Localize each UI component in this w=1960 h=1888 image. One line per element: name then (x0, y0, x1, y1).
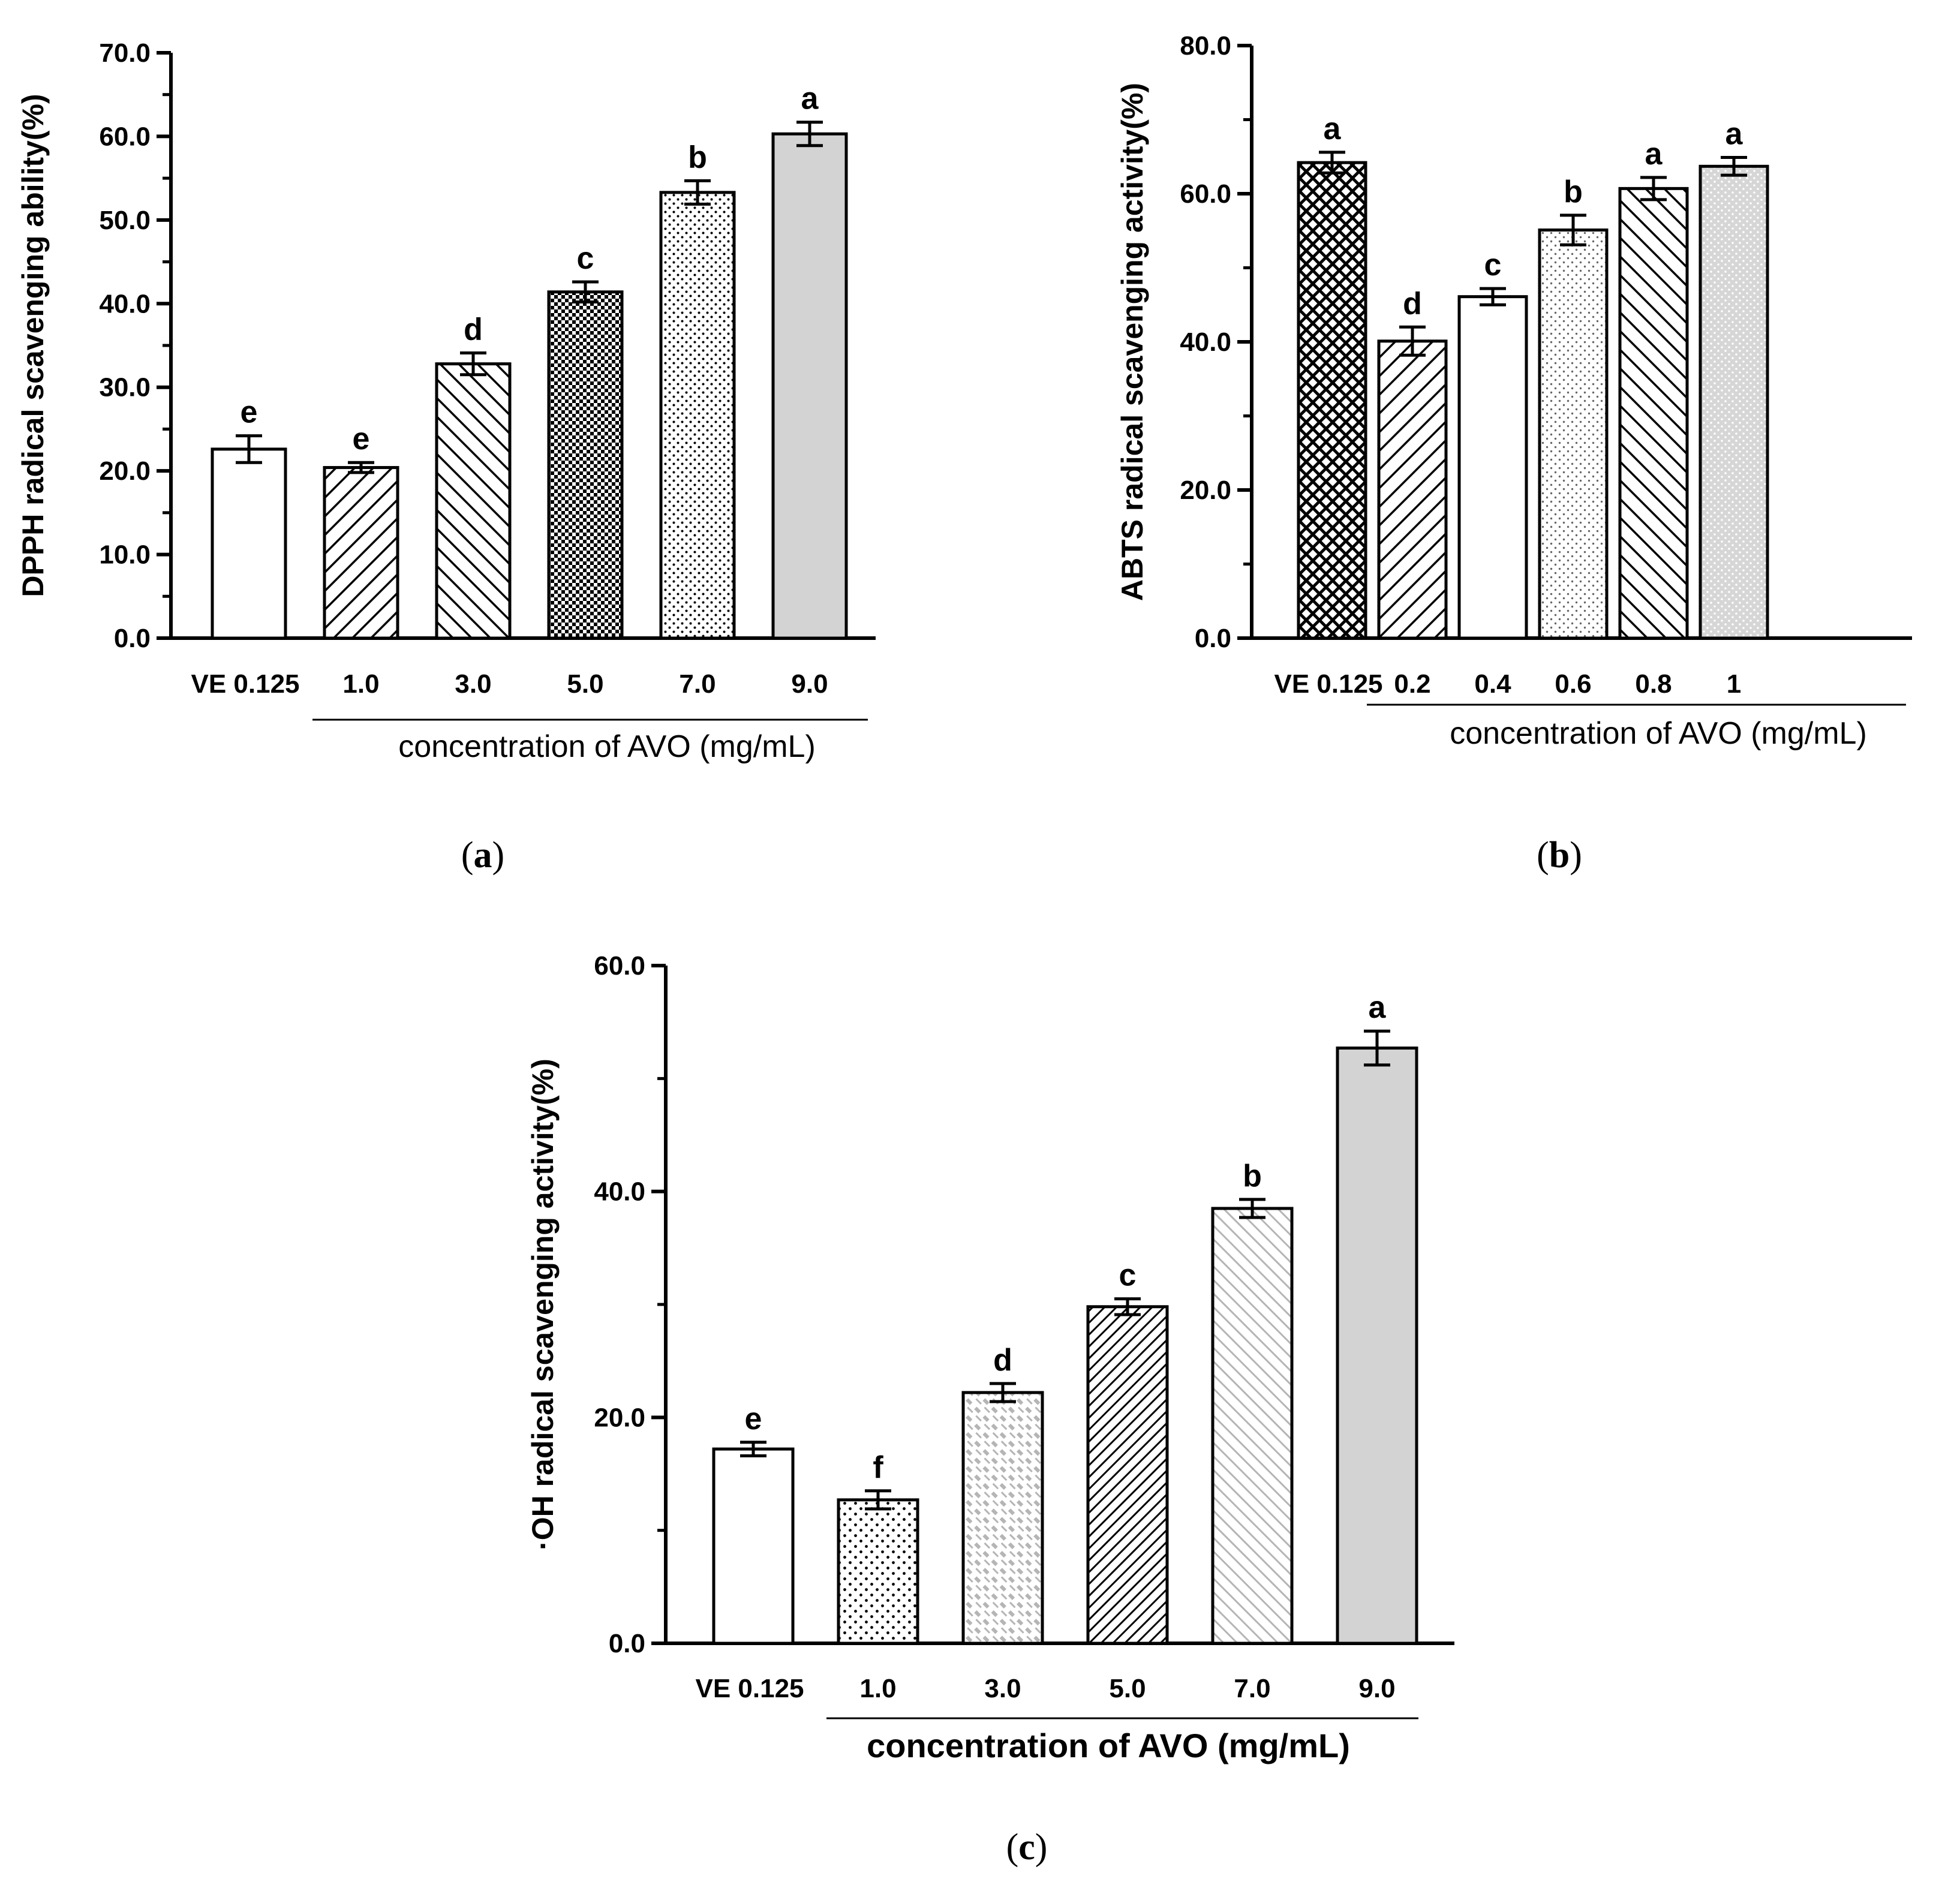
significance-letter: c (1119, 1258, 1137, 1293)
chart-a-dpph: 0.0 10.0 20.0 30.0 40.0 50.0 60.0 70.0 e VE 0.125… (16, 38, 876, 764)
significance-letter: e (745, 1402, 762, 1436)
y-tick-label: 0.0 (609, 1629, 645, 1658)
x-tick-label: 0.8 (1635, 669, 1672, 699)
significance-letter: d (464, 312, 483, 347)
y-tick-label: 60.0 (594, 951, 645, 981)
x-tick-label: 0.6 (1555, 669, 1591, 699)
bar-b-1 (1377, 339, 1448, 640)
x-tick-label: 1.0 (859, 1674, 896, 1703)
bar-a-2 (435, 362, 512, 640)
significance-letter: a (1645, 137, 1663, 172)
x-tick-label: VE 0.125 (191, 669, 299, 699)
bar-a-0 (211, 447, 287, 640)
y-axis-label: ABTS radical scavenging activity(%) (1116, 83, 1149, 601)
significance-letter: a (801, 82, 819, 116)
bar-c-5 (1336, 1046, 1418, 1645)
bar-c-3 (1086, 1305, 1169, 1645)
significance-letter: f (873, 1450, 883, 1485)
x-axis-label: concentration of AVO (mg/mL) (398, 729, 816, 764)
significance-letter: b (1243, 1159, 1262, 1193)
y-tick-label: 60.0 (99, 122, 151, 151)
y-tick-label: 60.0 (1180, 179, 1231, 209)
bar-c-2 (961, 1391, 1044, 1645)
y-axis-label: DPPH radical scavenging ability(%) (16, 94, 50, 597)
y-axis-label: ·OH radical scavenging activity(%) (526, 1059, 560, 1550)
y-tick-label: 30.0 (99, 373, 151, 402)
bar-b-0 (1297, 161, 1367, 640)
y-tick-label: 40.0 (99, 289, 151, 318)
significance-letter: e (353, 422, 370, 456)
x-tick-label: 0.2 (1394, 669, 1430, 699)
bar-b-3 (1538, 229, 1609, 640)
y-tick-label: 50.0 (99, 206, 151, 235)
x-tick-label: 1.0 (342, 669, 379, 699)
bar-b-4 (1618, 187, 1689, 640)
panel-label-a: (a) (461, 835, 504, 876)
x-tick-label: 7.0 (1234, 1674, 1270, 1703)
significance-letter: b (1564, 175, 1583, 209)
x-tick-label: 3.0 (984, 1674, 1021, 1703)
bar-b-5 (1699, 164, 1769, 640)
x-tick-label: 9.0 (1358, 1674, 1395, 1703)
bar-b-2 (1457, 295, 1528, 640)
chart-c-oh: 0.0 20.0 40.0 60.0 e VE 0.125 f 1.0 d 3.0 c 5.0 b 7.0… (526, 951, 1454, 1764)
bar-c-4 (1211, 1207, 1294, 1645)
x-tick-label: VE 0.125 (1274, 669, 1382, 699)
chart-b-abts: 0.0 20.0 40.0 60.0 80.0 a VE 0.125 d 0.2 c 0.4 b 0.6… (1116, 31, 1912, 751)
x-axis-label: concentration of AVO (mg/mL) (1450, 716, 1867, 751)
bar-a-4 (659, 191, 736, 640)
y-tick-label: 70.0 (99, 38, 151, 68)
significance-letter: a (1725, 116, 1743, 151)
x-tick-label: 9.0 (791, 669, 828, 699)
y-tick-label: 80.0 (1180, 31, 1231, 61)
panel-label-c: (c) (1006, 1827, 1048, 1868)
y-tick-label: 40.0 (1180, 327, 1231, 357)
x-tick-label: VE 0.125 (695, 1674, 804, 1703)
bar-a-5 (771, 132, 848, 640)
significance-letter: d (993, 1343, 1012, 1378)
x-tick-label: 7.0 (679, 669, 716, 699)
y-tick-label: 20.0 (1180, 476, 1231, 505)
significance-letter: e (241, 395, 258, 430)
bar-a-1 (323, 466, 399, 640)
x-tick-label: 3.0 (455, 669, 491, 699)
significance-letter: d (1403, 286, 1422, 321)
y-tick-label: 40.0 (594, 1177, 645, 1207)
y-tick-label: 10.0 (99, 540, 151, 570)
y-tick-label: 0.0 (1195, 624, 1231, 653)
significance-letter: a (1324, 112, 1342, 146)
y-tick-label: 0.0 (114, 624, 151, 653)
significance-letter: c (1484, 248, 1502, 282)
x-tick-label: 5.0 (1109, 1674, 1146, 1703)
bar-c-1 (837, 1498, 919, 1645)
x-tick-label: 0.4 (1474, 669, 1511, 699)
x-tick-label: 1 (1727, 669, 1741, 699)
panel-label-b: (b) (1537, 835, 1582, 876)
significance-letter: c (577, 241, 594, 276)
x-tick-label: 5.0 (567, 669, 603, 699)
significance-letter: a (1369, 990, 1387, 1025)
y-tick-label: 20.0 (99, 456, 151, 486)
significance-letter: b (688, 140, 707, 175)
bar-c-0 (712, 1447, 795, 1645)
bar-a-3 (547, 290, 624, 640)
y-tick-label: 20.0 (594, 1403, 645, 1432)
x-axis-label: concentration of AVO (mg/mL) (867, 1727, 1350, 1764)
